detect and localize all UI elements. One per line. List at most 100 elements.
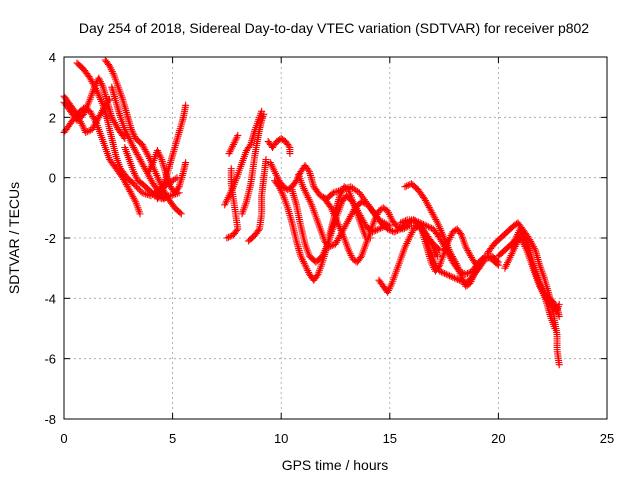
data-point <box>131 196 139 204</box>
data-point <box>138 189 146 197</box>
series-sat-20 <box>321 195 442 266</box>
chart-title: Day 254 of 2018, Sidereal Day-to-day VTE… <box>79 20 589 36</box>
data-point <box>313 272 321 280</box>
data-point <box>415 218 423 226</box>
data-point <box>82 128 90 136</box>
y-tick-label: -8 <box>44 412 56 427</box>
data-point <box>437 268 445 276</box>
x-axis-label: GPS time / hours <box>282 457 389 473</box>
series-sat-10 <box>223 165 242 242</box>
data-point <box>555 312 563 320</box>
data-point <box>397 219 405 227</box>
x-tick-label: 10 <box>274 431 288 446</box>
data-point <box>400 217 408 225</box>
data-point <box>83 128 91 136</box>
data-point <box>161 194 169 202</box>
data-point <box>130 180 138 188</box>
data-point <box>413 217 421 225</box>
data-point <box>92 84 100 92</box>
data-point <box>401 183 409 191</box>
data-point <box>286 150 294 158</box>
data-point <box>166 192 174 200</box>
data-point <box>493 260 501 268</box>
data-point <box>385 226 393 234</box>
data-point <box>552 302 560 310</box>
series-sat-04 <box>73 59 181 200</box>
data-point <box>85 127 93 135</box>
series-sat-07 <box>121 144 183 203</box>
data-point <box>140 189 148 197</box>
data-point <box>234 131 242 139</box>
y-tick-label: -4 <box>44 291 56 306</box>
data-point <box>418 220 426 228</box>
data-point <box>359 199 367 207</box>
data-point <box>76 118 84 126</box>
y-axis-label: SDTVAR / TECUs <box>6 182 22 294</box>
y-tick-label: -2 <box>44 231 56 246</box>
data-point <box>136 210 144 218</box>
data-point <box>551 325 559 332</box>
data-point <box>177 210 185 218</box>
series-sat-12 <box>225 131 242 158</box>
data-point <box>452 259 460 267</box>
data-point <box>135 186 143 194</box>
series-sat-08 <box>153 101 190 203</box>
data-point <box>494 261 502 269</box>
data-point <box>394 223 402 231</box>
data-point <box>304 166 312 174</box>
data-point <box>285 142 293 150</box>
data-point <box>441 269 449 277</box>
data-point <box>424 223 432 231</box>
series-sat-13 <box>238 110 268 218</box>
x-tick-label: 20 <box>491 431 505 446</box>
data-point <box>176 209 184 217</box>
data-point <box>331 188 339 196</box>
data-points <box>60 56 563 369</box>
data-point <box>132 183 140 191</box>
data-point <box>327 242 335 250</box>
data-point <box>398 218 406 226</box>
y-tick-label: 0 <box>49 171 56 186</box>
series-sat-23 <box>401 180 483 290</box>
data-point <box>333 188 341 196</box>
data-point <box>361 199 369 207</box>
data-point <box>226 232 234 240</box>
data-point <box>439 269 447 277</box>
data-point <box>456 229 464 237</box>
data-point <box>419 220 427 228</box>
data-point <box>354 188 362 196</box>
data-point <box>384 225 392 233</box>
data-point <box>171 175 179 183</box>
series-sat-19 <box>295 171 444 254</box>
data-point <box>474 263 482 271</box>
data-point <box>462 270 470 278</box>
data-point <box>328 242 336 250</box>
data-point <box>159 194 167 202</box>
data-point <box>402 217 410 225</box>
data-point <box>444 271 452 279</box>
data-point <box>400 224 408 232</box>
data-point <box>134 184 142 192</box>
series-sat-01 <box>60 104 144 218</box>
data-point <box>434 252 442 260</box>
data-point <box>435 263 443 271</box>
data-point <box>402 223 410 231</box>
data-point <box>410 216 418 224</box>
data-point <box>387 226 395 234</box>
data-point <box>375 225 383 233</box>
data-point <box>452 275 460 283</box>
y-tick-label: -6 <box>44 352 56 367</box>
data-point <box>396 223 404 231</box>
data-point <box>316 192 324 200</box>
data-point <box>404 223 412 231</box>
data-point <box>225 233 233 241</box>
data-point <box>246 142 254 150</box>
data-point <box>450 274 458 282</box>
series-sat-24 <box>418 225 483 275</box>
data-point <box>106 95 114 103</box>
data-point <box>227 165 235 173</box>
data-point <box>555 361 563 369</box>
series-sat-09 <box>145 147 190 197</box>
